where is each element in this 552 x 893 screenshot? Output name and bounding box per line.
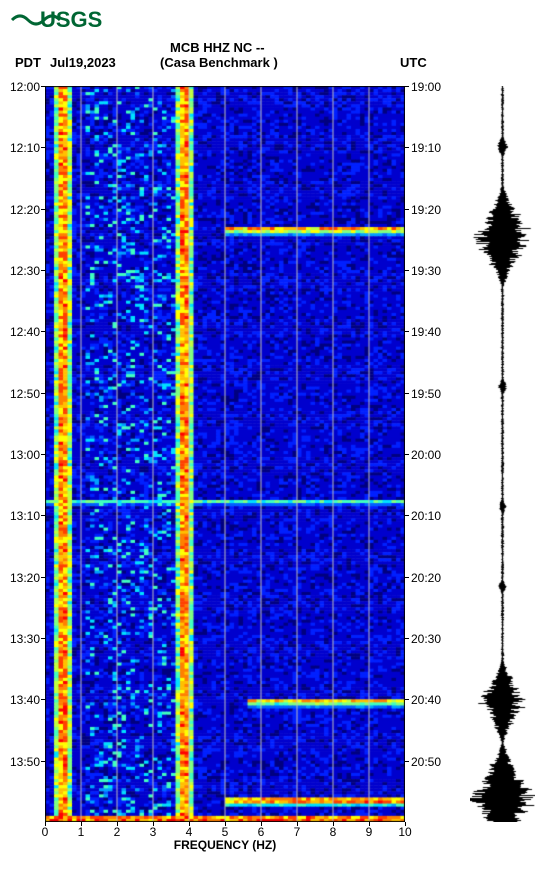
tick-label: 13:20 — [10, 571, 40, 585]
tick-mark — [261, 822, 262, 826]
tick-mark — [41, 147, 45, 148]
tick-label: 19:40 — [411, 325, 441, 339]
pdt-label: PDT — [15, 55, 41, 70]
tick-label: 7 — [294, 825, 301, 839]
tick-mark — [153, 822, 154, 826]
usgs-logo-svg: USGS — [10, 6, 130, 34]
tick-mark — [405, 577, 409, 578]
tick-mark — [405, 454, 409, 455]
spectrogram-canvas — [45, 86, 405, 822]
tick-label: 12:10 — [10, 141, 40, 155]
tick-mark — [189, 822, 190, 826]
tick-mark — [45, 822, 46, 826]
tick-mark — [81, 822, 82, 826]
tick-label: 19:30 — [411, 264, 441, 278]
spectrogram-plot — [45, 86, 405, 822]
tick-mark — [405, 209, 409, 210]
tick-label: 20:20 — [411, 571, 441, 585]
tick-mark — [405, 515, 409, 516]
tick-label: 0 — [42, 825, 49, 839]
tick-label: 10 — [398, 825, 411, 839]
tick-mark — [41, 270, 45, 271]
tick-mark — [41, 638, 45, 639]
tick-mark — [41, 577, 45, 578]
utc-label: UTC — [400, 55, 427, 70]
tick-label: 20:30 — [411, 632, 441, 646]
tick-label: 13:50 — [10, 755, 40, 769]
tick-label: 12:30 — [10, 264, 40, 278]
x-axis-label: FREQUENCY (HZ) — [45, 838, 405, 852]
tick-label: 12:20 — [10, 203, 40, 217]
tick-mark — [369, 822, 370, 826]
tick-label: 3 — [150, 825, 157, 839]
tick-mark — [405, 331, 409, 332]
tick-label: 13:10 — [10, 509, 40, 523]
date-label: Jul19,2023 — [50, 55, 116, 70]
tick-mark — [41, 761, 45, 762]
tick-label: 1 — [78, 825, 85, 839]
tick-mark — [405, 822, 406, 826]
tick-label: 19:20 — [411, 203, 441, 217]
tick-mark — [297, 822, 298, 826]
waveform-canvas — [470, 86, 535, 822]
tick-mark — [41, 699, 45, 700]
tick-label: 20:10 — [411, 509, 441, 523]
tick-label: 20:50 — [411, 755, 441, 769]
tick-mark — [405, 393, 409, 394]
tick-label: 12:00 — [10, 80, 40, 94]
tick-label: 19:50 — [411, 387, 441, 401]
usgs-text: USGS — [40, 7, 102, 32]
tick-mark — [405, 270, 409, 271]
tick-label: 4 — [186, 825, 193, 839]
title-line2: (Casa Benchmark ) — [160, 55, 278, 70]
waveform-plot — [470, 86, 535, 822]
tick-label: 13:00 — [10, 448, 40, 462]
tick-mark — [405, 86, 409, 87]
tick-mark — [405, 699, 409, 700]
page: { "logo": {"text":"USGS","color":"#00663… — [0, 0, 552, 893]
tick-mark — [41, 454, 45, 455]
tick-mark — [41, 515, 45, 516]
tick-label: 2 — [114, 825, 121, 839]
tick-mark — [333, 822, 334, 826]
title-line1: MCB HHZ NC -- — [170, 40, 265, 55]
tick-mark — [41, 209, 45, 210]
tick-mark — [405, 638, 409, 639]
tick-mark — [117, 822, 118, 826]
tick-label: 19:00 — [411, 80, 441, 94]
tick-label: 19:10 — [411, 141, 441, 155]
tick-label: 20:00 — [411, 448, 441, 462]
tick-label: 13:30 — [10, 632, 40, 646]
tick-label: 12:50 — [10, 387, 40, 401]
tick-label: 9 — [366, 825, 373, 839]
tick-mark — [405, 761, 409, 762]
tick-label: 6 — [258, 825, 265, 839]
usgs-logo: USGS — [10, 6, 130, 39]
tick-label: 12:40 — [10, 325, 40, 339]
tick-label: 8 — [330, 825, 337, 839]
tick-mark — [41, 331, 45, 332]
tick-label: 13:40 — [10, 693, 40, 707]
tick-label: 5 — [222, 825, 229, 839]
tick-mark — [405, 147, 409, 148]
tick-mark — [41, 86, 45, 87]
tick-mark — [41, 393, 45, 394]
tick-mark — [225, 822, 226, 826]
tick-label: 20:40 — [411, 693, 441, 707]
